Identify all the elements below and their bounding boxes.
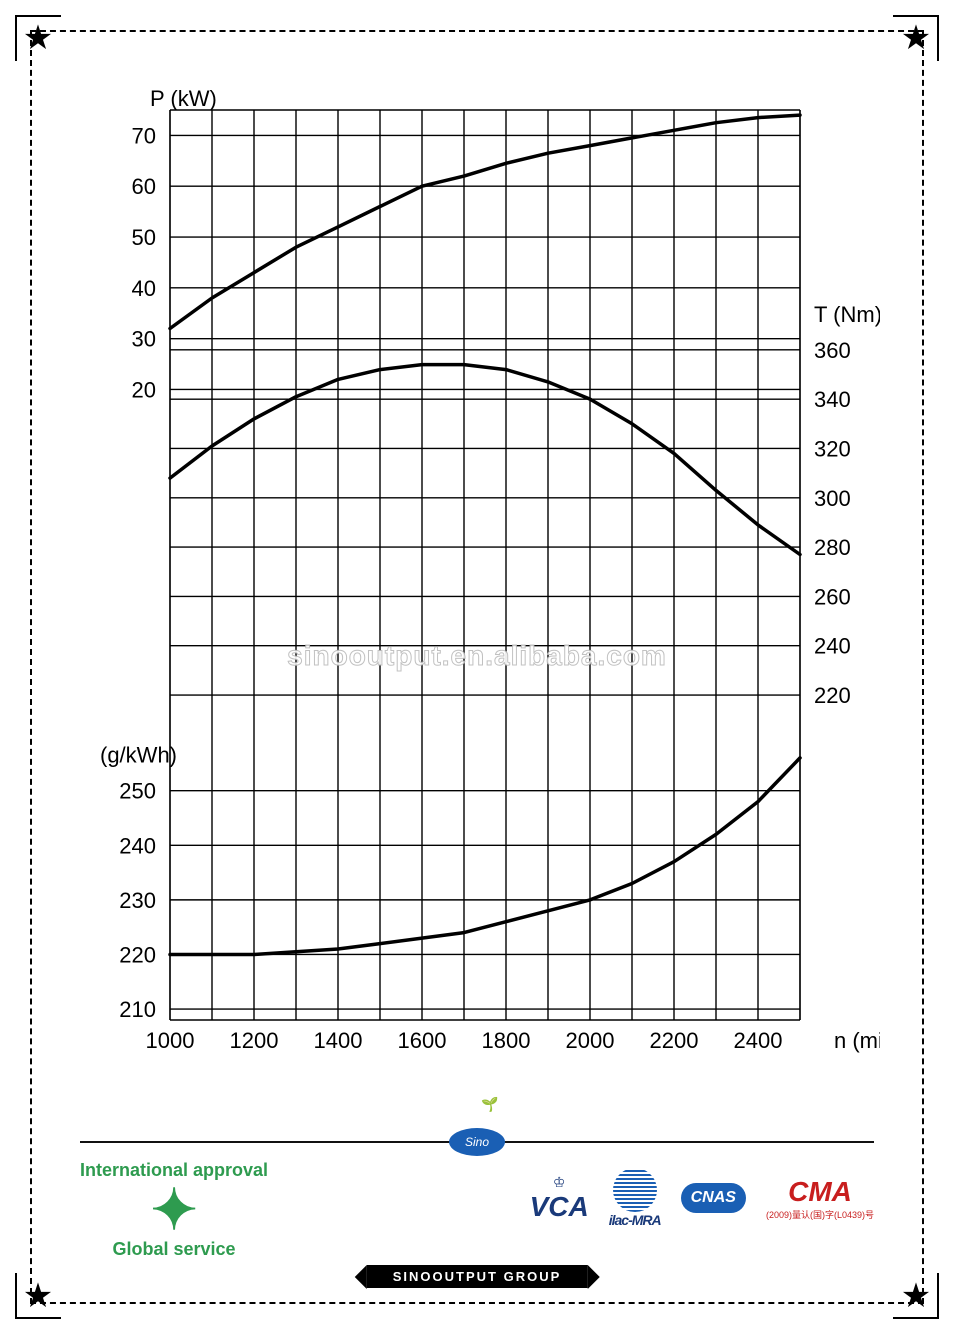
svg-text:60: 60 bbox=[132, 174, 156, 199]
page: ★ ★ ★ ★ 1000 1200 1400 1600 1800 2000 2200 2400… bbox=[0, 0, 954, 1334]
svg-text:1000: 1000 bbox=[146, 1028, 195, 1053]
svg-text:2400: 2400 bbox=[734, 1028, 783, 1053]
approval-line2: Global service bbox=[80, 1239, 268, 1260]
svg-text:50: 50 bbox=[132, 225, 156, 250]
svg-text:220: 220 bbox=[119, 942, 156, 967]
svg-text:1600: 1600 bbox=[398, 1028, 447, 1053]
group-tag: SINOOUTPUT GROUP bbox=[367, 1265, 588, 1288]
svg-text:20: 20 bbox=[132, 377, 156, 402]
cma-cert-icon: CMA (2009)量认(国)字(L0439)号 bbox=[766, 1176, 874, 1221]
brand-divider: Sino 🌱 bbox=[80, 1120, 874, 1164]
svg-text:1400: 1400 bbox=[314, 1028, 363, 1053]
vca-cert-icon: ♔ VCA bbox=[530, 1174, 589, 1223]
engine-performance-chart: 1000 1200 1400 1600 1800 2000 2200 2400 n (min⁻¹… bbox=[80, 80, 880, 1090]
svg-text:240: 240 bbox=[814, 634, 851, 659]
svg-text:n (min⁻¹): n (min⁻¹) bbox=[834, 1028, 880, 1053]
svg-text:1200: 1200 bbox=[230, 1028, 279, 1053]
svg-text:2000: 2000 bbox=[566, 1028, 615, 1053]
svg-text:70: 70 bbox=[132, 123, 156, 148]
corner-star-icon: ★ bbox=[14, 1272, 62, 1320]
corner-star-icon: ★ bbox=[892, 14, 940, 62]
svg-text:240: 240 bbox=[119, 833, 156, 858]
certification-row: ♔ VCA ilac-MRA CNAS CMA (2009)量认(国)字(L04… bbox=[530, 1168, 874, 1228]
ilac-cert-icon: ilac-MRA bbox=[609, 1168, 661, 1228]
four-point-star-icon: ✦ bbox=[80, 1191, 268, 1229]
corner-star-icon: ★ bbox=[14, 14, 62, 62]
svg-text:210: 210 bbox=[119, 997, 156, 1022]
svg-text:(g/kWh): (g/kWh) bbox=[100, 743, 177, 768]
svg-text:1800: 1800 bbox=[482, 1028, 531, 1053]
svg-text:300: 300 bbox=[814, 486, 851, 511]
svg-text:340: 340 bbox=[814, 387, 851, 412]
svg-text:2200: 2200 bbox=[650, 1028, 699, 1053]
sino-logo-icon: Sino bbox=[449, 1128, 505, 1156]
svg-text:280: 280 bbox=[814, 535, 851, 560]
svg-text:T (Nm): T (Nm) bbox=[814, 302, 880, 327]
expo-badge-icon: 🌱 bbox=[481, 1096, 498, 1113]
svg-text:250: 250 bbox=[119, 779, 156, 804]
svg-text:P (kW): P (kW) bbox=[150, 86, 217, 111]
svg-text:320: 320 bbox=[814, 436, 851, 461]
svg-text:40: 40 bbox=[132, 276, 156, 301]
corner-star-icon: ★ bbox=[892, 1272, 940, 1320]
svg-text:260: 260 bbox=[814, 584, 851, 609]
svg-text:220: 220 bbox=[814, 683, 851, 708]
footer: Sino 🌱 International approval ✦ Global s… bbox=[80, 1120, 874, 1164]
approval-block: International approval ✦ Global service bbox=[80, 1160, 268, 1260]
svg-text:30: 30 bbox=[132, 327, 156, 352]
cnas-cert-icon: CNAS bbox=[681, 1183, 746, 1213]
svg-text:230: 230 bbox=[119, 888, 156, 913]
svg-text:360: 360 bbox=[814, 338, 851, 363]
